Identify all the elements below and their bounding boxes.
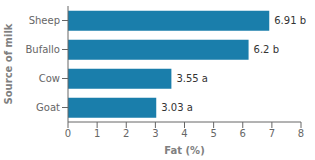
svg-text:3.55 a: 3.55 a (176, 73, 208, 84)
svg-text:6: 6 (240, 128, 246, 139)
svg-text:3: 3 (152, 128, 158, 139)
svg-text:5: 5 (210, 128, 216, 139)
svg-text:4: 4 (181, 128, 187, 139)
svg-text:Fat (%): Fat (%) (164, 145, 204, 156)
svg-text:Sheep: Sheep (29, 15, 60, 26)
svg-text:2: 2 (123, 128, 129, 139)
svg-text:8: 8 (298, 128, 304, 139)
svg-text:Bufallo: Bufallo (25, 44, 60, 55)
svg-text:Cow: Cow (39, 73, 60, 84)
svg-text:1: 1 (94, 128, 100, 139)
svg-text:6.91 b: 6.91 b (274, 15, 306, 26)
svg-text:3.03 a: 3.03 a (161, 102, 193, 113)
svg-text:7: 7 (269, 128, 275, 139)
svg-text:0: 0 (65, 128, 71, 139)
svg-text:Source of milk: Source of milk (8, 23, 14, 104)
svg-text:6.2 b: 6.2 b (254, 44, 279, 55)
svg-text:Goat: Goat (36, 102, 60, 113)
